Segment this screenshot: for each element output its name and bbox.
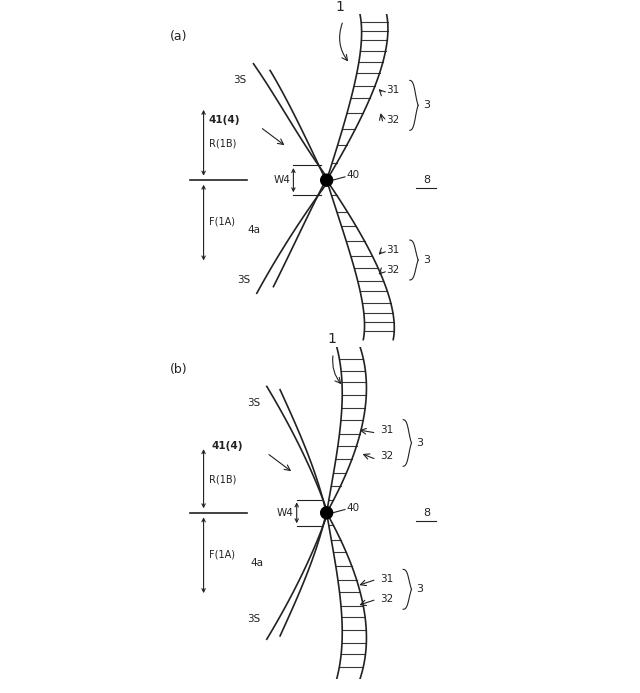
Text: 32: 32 (380, 595, 393, 604)
Text: 4a: 4a (247, 225, 260, 235)
Text: 40: 40 (347, 170, 360, 180)
Text: F(1A): F(1A) (209, 217, 235, 227)
Text: 31: 31 (387, 245, 400, 255)
Text: 8: 8 (423, 175, 430, 185)
Text: 4a: 4a (250, 558, 264, 568)
Text: 40: 40 (347, 503, 360, 513)
Text: R(1B): R(1B) (209, 139, 236, 148)
Text: W4: W4 (276, 508, 293, 518)
Text: 3S: 3S (247, 398, 260, 408)
Text: W4: W4 (273, 175, 290, 185)
Text: 31: 31 (380, 425, 393, 435)
Text: 3: 3 (423, 100, 430, 110)
Text: 32: 32 (387, 115, 400, 125)
Text: F(1A): F(1A) (209, 550, 235, 559)
Text: (b): (b) (170, 363, 188, 376)
Text: 1: 1 (327, 333, 336, 346)
Text: 8: 8 (423, 508, 430, 518)
Text: 3S: 3S (247, 614, 260, 624)
Text: 32: 32 (380, 451, 393, 462)
Text: 41(4): 41(4) (212, 441, 243, 451)
Text: 3S: 3S (237, 275, 250, 285)
Circle shape (321, 174, 333, 186)
Text: R(1B): R(1B) (209, 475, 236, 484)
Text: 31: 31 (380, 574, 393, 584)
Circle shape (321, 507, 333, 519)
Text: (a): (a) (170, 30, 188, 44)
Text: 3S: 3S (234, 76, 247, 85)
Text: 3: 3 (417, 438, 424, 448)
Text: 31: 31 (387, 85, 400, 96)
Text: 3: 3 (417, 584, 424, 595)
Text: 32: 32 (387, 265, 400, 275)
Text: 3: 3 (423, 255, 430, 265)
Text: 41(4): 41(4) (209, 115, 240, 125)
Text: 1: 1 (335, 0, 344, 14)
